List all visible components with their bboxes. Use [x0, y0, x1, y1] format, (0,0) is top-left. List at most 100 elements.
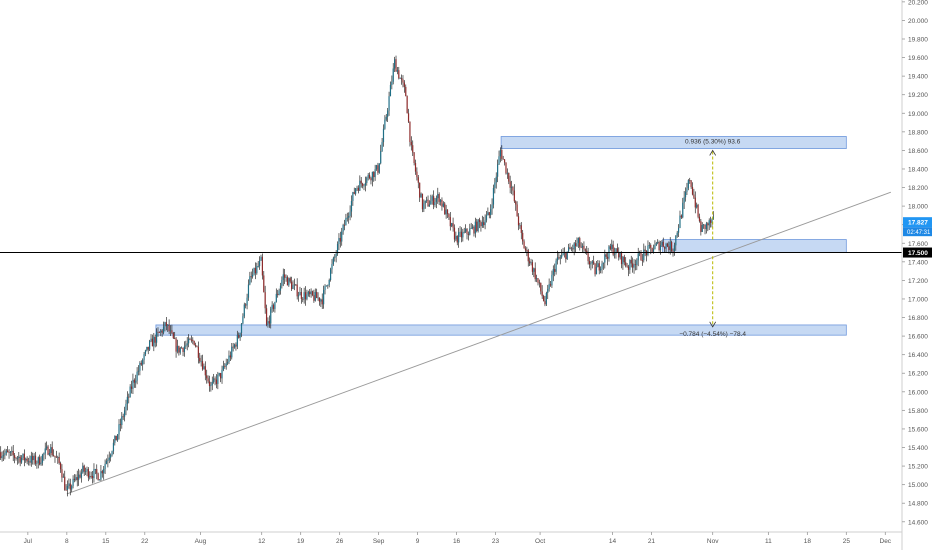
candle-body [89, 475, 91, 478]
candle-body [61, 469, 63, 478]
candle-body [55, 456, 57, 458]
candle-body [430, 200, 432, 205]
candle-body [403, 82, 405, 87]
candle-body [622, 256, 624, 265]
candle-body [192, 339, 194, 342]
time-tick-label: 12 [258, 538, 266, 545]
price-tick-label: 15.800 [908, 408, 928, 415]
candle-body [93, 469, 95, 479]
price-tick-label: 18.400 [908, 166, 928, 173]
candle-body [555, 260, 557, 272]
candle-body [647, 245, 649, 256]
candle-body [94, 469, 96, 470]
candle-body [189, 338, 191, 340]
support-price-label: 17.500 [908, 250, 928, 257]
candle-body [310, 291, 312, 295]
candle-body [82, 465, 84, 473]
candle-body [208, 381, 211, 387]
candle-body [626, 265, 628, 267]
candle-body [687, 180, 689, 189]
candle-body [39, 457, 41, 465]
candle-body [520, 225, 522, 233]
candle-body [9, 451, 12, 453]
candle-body [460, 231, 463, 238]
candle-body [519, 225, 521, 227]
candle-body [115, 435, 117, 441]
candle-body [176, 345, 179, 352]
candle-body [147, 346, 149, 350]
candle-body [605, 254, 607, 257]
candle-body [697, 204, 699, 217]
candle-body [545, 293, 547, 305]
candle-body [86, 469, 88, 472]
candle-body [569, 247, 571, 250]
candle-body [377, 165, 379, 173]
candle-body [154, 336, 156, 343]
candle-body [226, 362, 229, 364]
price-tick-label: 15.200 [908, 464, 928, 471]
candle-body [96, 469, 98, 474]
candle-body [90, 475, 92, 477]
candle-body [142, 359, 144, 365]
candle-body [190, 339, 192, 341]
candle-body [44, 448, 46, 454]
candle-body [277, 293, 279, 295]
candle-body [338, 237, 340, 244]
candle-body [664, 246, 666, 249]
candle-body [510, 187, 513, 188]
candle-body [29, 461, 31, 463]
candle-body [392, 68, 394, 82]
candle-body [62, 476, 64, 478]
candle-body [279, 285, 282, 291]
candle-body [51, 447, 53, 456]
candle-body [47, 446, 49, 455]
candles-layer [0, 55, 714, 497]
candle-body [606, 256, 609, 259]
candle-body [414, 163, 417, 172]
candle-body [609, 246, 611, 249]
time-axis[interactable]: Jul 8 15 22 Aug 12 19 26 Sep 9 16 23 Oct 14 21 Nov 11 18 2… [0, 531, 902, 545]
candle-body [15, 457, 17, 459]
time-tick-label: 19 [297, 538, 305, 545]
last-price-tag [903, 217, 932, 228]
candle-body [499, 150, 502, 157]
price-tick-label: 16.000 [908, 389, 928, 396]
candle-body [595, 267, 598, 275]
candle-body [285, 277, 287, 278]
candle-body [328, 279, 330, 285]
candle-body [439, 199, 442, 202]
candle-body [480, 221, 482, 227]
candle-body [630, 259, 632, 264]
candle-body [625, 262, 627, 266]
candle-body [375, 165, 378, 170]
time-tick-label: Oct [535, 538, 545, 545]
candle-body [183, 346, 186, 353]
price-axis[interactable]: 20.200 20.000 19.800 19.600 19.400 19.200 19.0… [901, 0, 928, 550]
candle-body [556, 257, 559, 261]
candle-body [231, 346, 233, 358]
candle-body [108, 457, 110, 460]
candle-body [207, 378, 209, 382]
candle-body [412, 145, 414, 153]
candle-body [357, 187, 360, 191]
candle-body [125, 403, 127, 411]
candle-body [388, 96, 390, 111]
candle-body [110, 454, 112, 458]
candle-body [584, 249, 586, 251]
candle-body [657, 242, 659, 244]
candle-body [405, 86, 407, 97]
candle-body [434, 201, 436, 206]
candle-body [222, 366, 225, 370]
candle-body [203, 366, 205, 370]
candle-body [353, 192, 355, 194]
candle-body [281, 279, 283, 286]
candle-body [25, 458, 27, 461]
candle-body [85, 471, 87, 473]
candle-body [586, 250, 588, 254]
candle-body [100, 471, 102, 480]
candle-body [684, 191, 687, 198]
candle-body [600, 268, 602, 271]
candle-body [612, 244, 614, 255]
